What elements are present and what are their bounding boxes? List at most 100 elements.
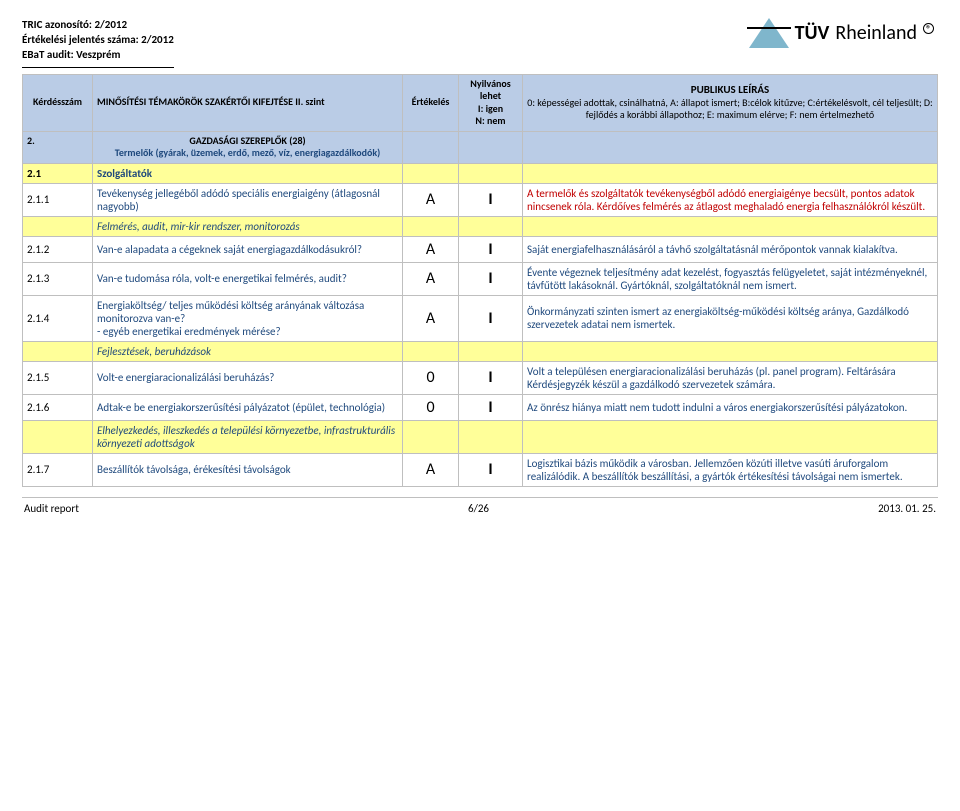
row-desc: Évente végeznek teljesítmény adat kezelé… [523, 262, 938, 295]
footer-left: Audit report [24, 502, 79, 515]
sh-e [403, 216, 459, 236]
subhead-row: Felmérés, audit, mir-kir rendszer, monit… [23, 216, 938, 236]
subhead-row: Fejlesztések, beruházások [23, 341, 938, 361]
col-topic-header: MINŐSÍTÉSI TÉMAKÖRÖK SZAKÉRTŐI KIFEJTÉSE… [93, 74, 403, 131]
sh-p [459, 216, 523, 236]
sh-p [459, 341, 523, 361]
sub21-title: Szolgáltatók [93, 163, 403, 183]
row-pub: I [459, 183, 523, 216]
registered-icon: ® [923, 23, 934, 34]
row-desc: Volt a településen energiaracionalizálás… [523, 361, 938, 394]
sh-e [403, 420, 459, 453]
col-eval-header: Értékelés [403, 74, 459, 131]
subhead-text: Felmérés, audit, mir-kir rendszer, monit… [93, 216, 403, 236]
section-desc-empty [523, 131, 938, 163]
table-row: 2.1.4 Energiaköltség/ teljes működési kö… [23, 295, 938, 341]
row-desc: A termelők és szolgáltatók tevékenységbő… [523, 183, 938, 216]
row-num: 2.1.4 [23, 295, 93, 341]
section-title: GAZDASÁGI SZEREPLŐK (28) Termelők (gyára… [93, 131, 403, 163]
row-topic: Energiaköltség/ teljes működési költség … [93, 295, 403, 341]
tuv-triangle-icon [749, 18, 789, 48]
footer-center: 6/26 [468, 502, 489, 515]
row-eval: A [403, 183, 459, 216]
footer-right: 2013. 01. 25. [878, 502, 936, 515]
table-row: 2.1.7 Beszállítók távolsága, érékesítési… [23, 453, 938, 486]
row-pub: I [459, 262, 523, 295]
row-num: 2.1.1 [23, 183, 93, 216]
tuv-logo: TÜV Rheinland ® [749, 18, 938, 48]
sh-d [523, 341, 938, 361]
row-num: 2.1.2 [23, 236, 93, 262]
col-legend-header: PUBLIKUS LEÍRÁS 0: képességei adottak, c… [523, 74, 938, 131]
row-eval: A [403, 295, 459, 341]
audit-line: EBaT audit: Veszprém [22, 48, 174, 63]
row-eval: A [403, 453, 459, 486]
row-num: 2.1.6 [23, 394, 93, 420]
row-pub: I [459, 236, 523, 262]
table-row: 2.1.1 Tevékenység jellegéből adódó speci… [23, 183, 938, 216]
row-pub: I [459, 295, 523, 341]
subhead-row: Elhelyezkedés, illeszkedés a települési … [23, 420, 938, 453]
row-num: 2.1.3 [23, 262, 93, 295]
sub21-e [403, 163, 459, 183]
pub-l4: N: nem [463, 115, 518, 128]
row-eval: A [403, 262, 459, 295]
section-t1: GAZDASÁGI SZEREPLŐK (28) [189, 134, 305, 147]
page-header: TRIC azonosító: 2/2012 Értékelési jelent… [22, 18, 938, 68]
table-row: 2.1.2 Van-e alapadata a cégeknek saját e… [23, 236, 938, 262]
brand-suffix: Rheinland [835, 21, 917, 45]
legend-title: PUBLIKUS LEÍRÁS [527, 83, 933, 97]
sub21-d [523, 163, 938, 183]
page: TRIC azonosító: 2/2012 Értékelési jelent… [0, 0, 960, 523]
sh-d [523, 420, 938, 453]
row-num: 2.1.7 [23, 453, 93, 486]
row-topic: Adtak-e be energiakorszerűsítési pályáza… [93, 394, 403, 420]
row-num: 2.1.5 [23, 361, 93, 394]
sh-n [23, 341, 93, 361]
subsection-row: 2.1 Szolgáltatók [23, 163, 938, 183]
header-left-block: TRIC azonosító: 2/2012 Értékelési jelent… [22, 18, 174, 68]
sh-p [459, 420, 523, 453]
section-t2: Termelők (gyárak, üzemek, erdő, mező, ví… [115, 146, 381, 159]
pub-l2: lehet [463, 90, 518, 103]
subhead-text: Fejlesztések, beruházások [93, 341, 403, 361]
row-eval: A [403, 236, 459, 262]
brand-prefix: TÜV [795, 21, 830, 45]
table-header-row: Kérdésszám MINŐSÍTÉSI TÉMAKÖRÖK SZAKÉRTŐ… [23, 74, 938, 131]
table-row: 2.1.3 Van-e tudomása róla, volt-e energe… [23, 262, 938, 295]
section-pub-empty [459, 131, 523, 163]
table-row: 2.1.5 Volt-e energiaracionalizálási beru… [23, 361, 938, 394]
row-desc: Logisztikai bázis működik a városban. Je… [523, 453, 938, 486]
assessment-table: Kérdésszám MINŐSÍTÉSI TÉMAKÖRÖK SZAKÉRTŐ… [22, 74, 938, 487]
row-pub: I [459, 453, 523, 486]
section-num: 2. [23, 131, 93, 163]
row-eval: 0 [403, 361, 459, 394]
row-topic: Tevékenység jellegéből adódó speciális e… [93, 183, 403, 216]
row-pub: I [459, 394, 523, 420]
tric-id-line: TRIC azonosító: 2/2012 [22, 18, 174, 33]
row-topic: Van-e tudomása róla, volt-e energetikai … [93, 262, 403, 295]
col-pub-header: Nyilvános lehet I: igen N: nem [459, 74, 523, 131]
report-no-line: Értékelési jelentés száma: 2/2012 [22, 33, 174, 48]
col-num-header: Kérdésszám [23, 74, 93, 131]
row-desc: Saját energiafelhasználásáról a távhő sz… [523, 236, 938, 262]
row-pub: I [459, 361, 523, 394]
section-eval-empty [403, 131, 459, 163]
sh-n [23, 216, 93, 236]
legend-body: 0: képességei adottak, csinálhatná, A: á… [527, 97, 933, 122]
row-eval: 0 [403, 394, 459, 420]
page-footer: Audit report 6/26 2013. 01. 25. [22, 497, 938, 515]
sh-n [23, 420, 93, 453]
row-topic: Beszállítók távolsága, érékesítési távol… [93, 453, 403, 486]
row-topic: Van-e alapadata a cégeknek saját energia… [93, 236, 403, 262]
table-row: 2.1.6 Adtak-e be energiakorszerűsítési p… [23, 394, 938, 420]
sub21-num: 2.1 [23, 163, 93, 183]
sub21-p [459, 163, 523, 183]
row-desc: Az önrész hiánya miatt nem tudott induln… [523, 394, 938, 420]
section-row: 2. GAZDASÁGI SZEREPLŐK (28) Termelők (gy… [23, 131, 938, 163]
row-topic: Volt-e energiaracionalizálási beruházás? [93, 361, 403, 394]
subhead-text: Elhelyezkedés, illeszkedés a települési … [93, 420, 403, 453]
sh-e [403, 341, 459, 361]
row-desc: Önkormányzati szinten ismert az energiak… [523, 295, 938, 341]
sh-d [523, 216, 938, 236]
